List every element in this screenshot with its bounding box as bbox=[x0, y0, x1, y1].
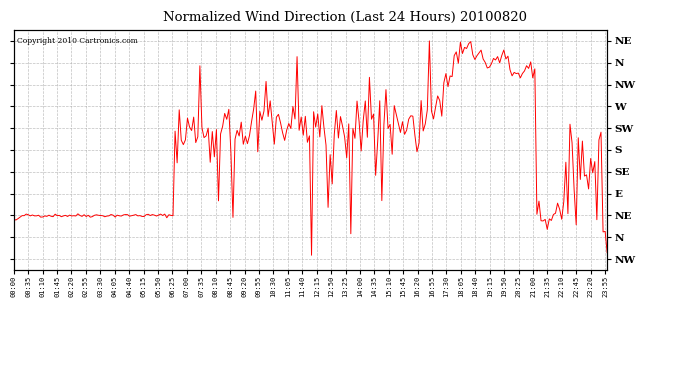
Text: Normalized Wind Direction (Last 24 Hours) 20100820: Normalized Wind Direction (Last 24 Hours… bbox=[163, 11, 527, 24]
Text: Copyright 2010 Cartronics.com: Copyright 2010 Cartronics.com bbox=[17, 37, 137, 45]
